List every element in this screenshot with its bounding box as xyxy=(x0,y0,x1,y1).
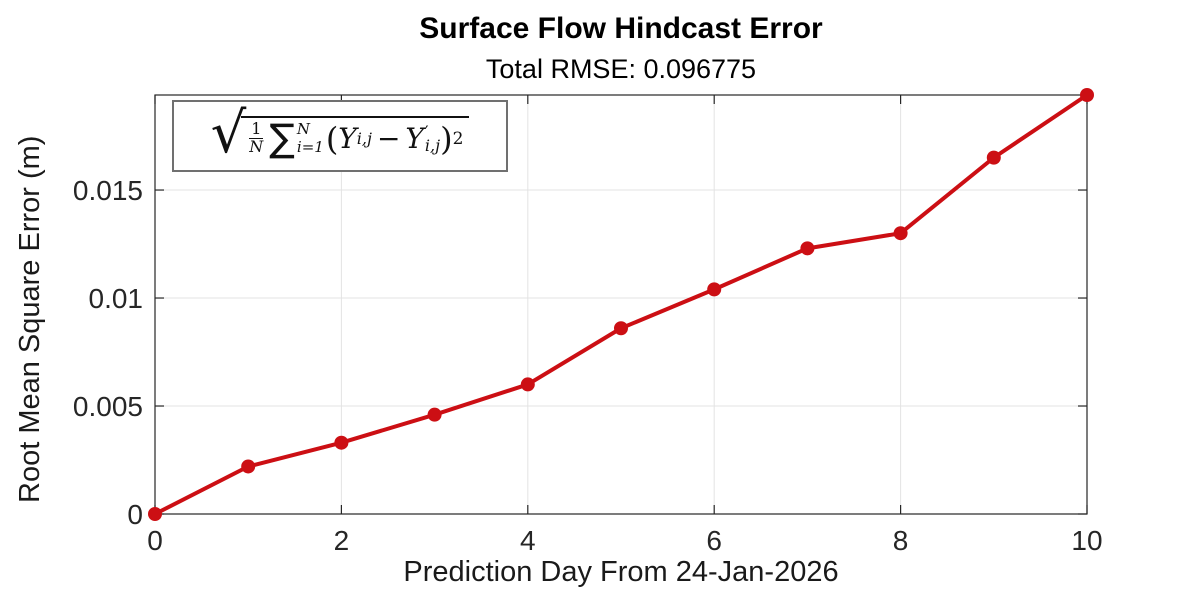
fraction-numerator: 1 xyxy=(251,119,262,139)
x-tick-label: 10 xyxy=(1071,525,1102,556)
data-point xyxy=(893,226,908,241)
formula-expression: ( Y i,j − Y ′ i,j ) 2 xyxy=(325,119,464,158)
prime-mark: ′ xyxy=(424,121,429,141)
x-tick-label: 0 xyxy=(147,525,163,556)
chart-subtitle: Total RMSE: 0.096775 xyxy=(485,54,757,84)
formula-radicand: 1 N ∑ N i=1 ( Y i,j − Y ′ i,j ) 2 xyxy=(241,116,470,161)
fraction-denominator: N xyxy=(249,137,264,156)
data-point xyxy=(334,435,349,450)
rmse-formula-box: √ 1 N ∑ N i=1 ( Y i,j − Y ′ i,j xyxy=(172,100,508,172)
data-point xyxy=(1080,88,1094,102)
x-tick-label: 8 xyxy=(893,525,909,556)
data-point xyxy=(707,282,722,297)
minus-sign: − xyxy=(376,121,401,155)
data-point xyxy=(520,377,535,392)
data-point xyxy=(427,407,442,422)
y-observed: Y xyxy=(338,121,357,155)
formula-fraction: 1 N xyxy=(249,119,264,156)
data-point xyxy=(148,507,162,521)
y-tick-label: 0.005 xyxy=(73,391,143,422)
close-paren: ) xyxy=(440,119,453,158)
x-axis-label: Prediction Day From 24-Jan-2026 xyxy=(403,556,839,588)
y-predicted: Y xyxy=(405,121,424,155)
data-point xyxy=(241,459,256,474)
chart-title: Surface Flow Hindcast Error xyxy=(419,12,823,45)
x-tick-label: 6 xyxy=(706,525,722,556)
x-tick-label: 4 xyxy=(520,525,536,556)
square-root-symbol: √ xyxy=(210,101,247,166)
summation-limits: N i=1 xyxy=(296,120,324,156)
fraction-line xyxy=(249,138,264,139)
y-tick-label: 0 xyxy=(127,499,143,530)
summation-symbol: ∑ xyxy=(269,116,295,161)
data-point xyxy=(800,241,815,256)
summation-upper-limit: N xyxy=(296,120,311,139)
y-tick-label: 0.01 xyxy=(89,283,144,314)
x-tick-label: 2 xyxy=(334,525,350,556)
y-predicted-subscript: i,j xyxy=(424,135,441,155)
data-point xyxy=(614,321,628,336)
data-point xyxy=(986,150,1001,165)
y-tick-label: 0.015 xyxy=(73,175,143,206)
open-paren: ( xyxy=(325,119,339,158)
y-axis-label: Root Mean Square Error (m) xyxy=(14,135,46,503)
y-predicted-scripts: ′ i,j xyxy=(424,121,441,155)
summation-lower-limit: i=1 xyxy=(296,137,324,156)
axes-box xyxy=(154,94,1088,515)
